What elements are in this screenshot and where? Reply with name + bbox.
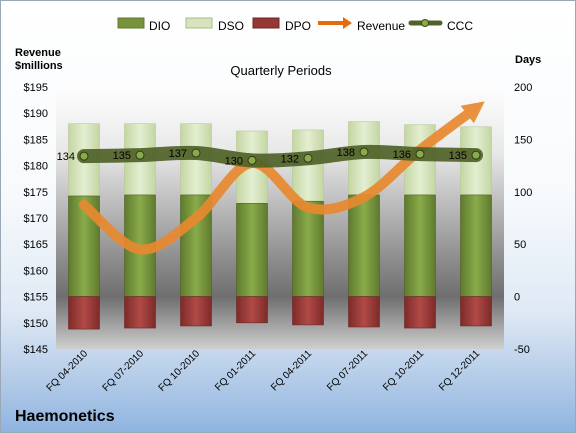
right-tick-label: 100 xyxy=(514,187,532,199)
left-tick-label: $150 xyxy=(24,318,48,330)
dpo-bar xyxy=(460,296,492,327)
x-tick-label: FQ 04-2011 xyxy=(269,348,314,393)
dpo-bar xyxy=(404,296,436,329)
x-tick-label: FQ 04-2010 xyxy=(45,348,91,394)
dio-bar xyxy=(292,200,324,297)
legend-marks xyxy=(117,17,443,29)
x-tick-label: FQ 10-2010 xyxy=(157,348,203,394)
left-axis-title-line2: $millions xyxy=(15,60,63,72)
right-axis-title: Days xyxy=(515,54,542,66)
legend-ccc-label: CCC xyxy=(447,19,473,33)
x-tick-label: FQ 01-2011 xyxy=(213,348,258,393)
dpo-bar xyxy=(292,296,324,326)
left-tick-label: $170 xyxy=(24,213,48,225)
dpo-bar xyxy=(236,296,268,324)
ccc-data-label: 138 xyxy=(337,147,355,159)
x-tick-label: FQ 12-2011 xyxy=(437,348,482,393)
right-tick-label: 200 xyxy=(514,82,532,94)
right-axis-ticks: -50 0 50 100 150 200 xyxy=(514,82,532,356)
legend: DIO DSO DPO Revenue CCC xyxy=(1,11,576,33)
legend-revenue-label: Revenue xyxy=(357,19,406,33)
legend-dio-swatch xyxy=(117,17,145,29)
left-tick-label: $190 xyxy=(24,108,48,120)
ccc-data-label: 130 xyxy=(225,155,243,167)
dio-bar xyxy=(404,194,436,297)
right-tick-label: 50 xyxy=(514,239,526,251)
left-axis-title: Revenue $millions xyxy=(15,47,63,73)
left-tick-label: $155 xyxy=(24,292,48,304)
left-tick-label: $180 xyxy=(24,161,48,173)
ccc-point xyxy=(191,148,201,158)
plot-area xyxy=(56,87,504,349)
ccc-point xyxy=(247,155,257,165)
left-axis-title-line1: Revenue xyxy=(15,47,61,59)
left-tick-label: $165 xyxy=(24,239,48,251)
right-tick-label: -50 xyxy=(514,344,530,356)
dio-bar xyxy=(460,194,492,297)
x-tick-label: FQ 07-2010 xyxy=(101,348,147,394)
x-tick-label: FQ 07-2011 xyxy=(325,348,370,393)
chart-subtitle: Quarterly Periods xyxy=(230,63,332,78)
dpo-bar xyxy=(348,296,380,328)
dio-bar xyxy=(236,203,268,297)
right-tick-label: 0 xyxy=(514,292,520,304)
ccc-point xyxy=(303,153,313,163)
legend-dio-label: DIO xyxy=(149,19,171,33)
right-tick-label: 150 xyxy=(514,134,532,146)
left-axis-ticks: $145 $150 $155 $160 $165 $170 $175 $180 $185 $190… xyxy=(24,82,48,356)
dpo-bar xyxy=(124,296,156,329)
legend-revenue-arrow xyxy=(343,17,352,29)
ccc-data-label: 135 xyxy=(113,150,131,162)
ccc-point xyxy=(135,150,145,160)
ccc-data-label: 136 xyxy=(393,149,411,161)
ccc-point xyxy=(359,147,369,157)
ccc-point xyxy=(471,150,481,160)
legend-dpo-label: DPO xyxy=(285,19,312,33)
left-tick-label: $195 xyxy=(24,82,48,94)
ccc-data-label: 134 xyxy=(57,151,75,163)
legend-ccc-marker xyxy=(421,19,429,27)
dio-bar xyxy=(348,194,380,297)
ccc-line xyxy=(77,144,483,168)
ccc-point xyxy=(415,149,425,159)
x-tick-label: FQ 10-2011 xyxy=(381,348,426,393)
legend-dso-swatch xyxy=(185,17,213,29)
company-name: Haemonetics xyxy=(15,408,115,425)
dpo-bar xyxy=(180,296,212,327)
left-tick-label: $185 xyxy=(24,134,48,146)
dpo-bar xyxy=(68,296,100,330)
x-axis-ticks: FQ 04-2010 FQ 07-2010 FQ 10-2010 FQ 01-2011… xyxy=(45,348,483,394)
legend-dso-label: DSO xyxy=(218,19,245,33)
ccc-data-label: 137 xyxy=(169,148,187,160)
legend-dpo-swatch xyxy=(252,17,280,29)
left-tick-label: $175 xyxy=(24,187,48,199)
ccc-data-label: 132 xyxy=(281,153,299,165)
ccc-point xyxy=(79,151,89,161)
left-tick-label: $160 xyxy=(24,265,48,277)
ccc-data-label: 135 xyxy=(449,150,467,162)
ccc-series: 134 135 137 130 132 138 136 135 xyxy=(57,144,483,168)
left-tick-label: $145 xyxy=(24,344,48,356)
